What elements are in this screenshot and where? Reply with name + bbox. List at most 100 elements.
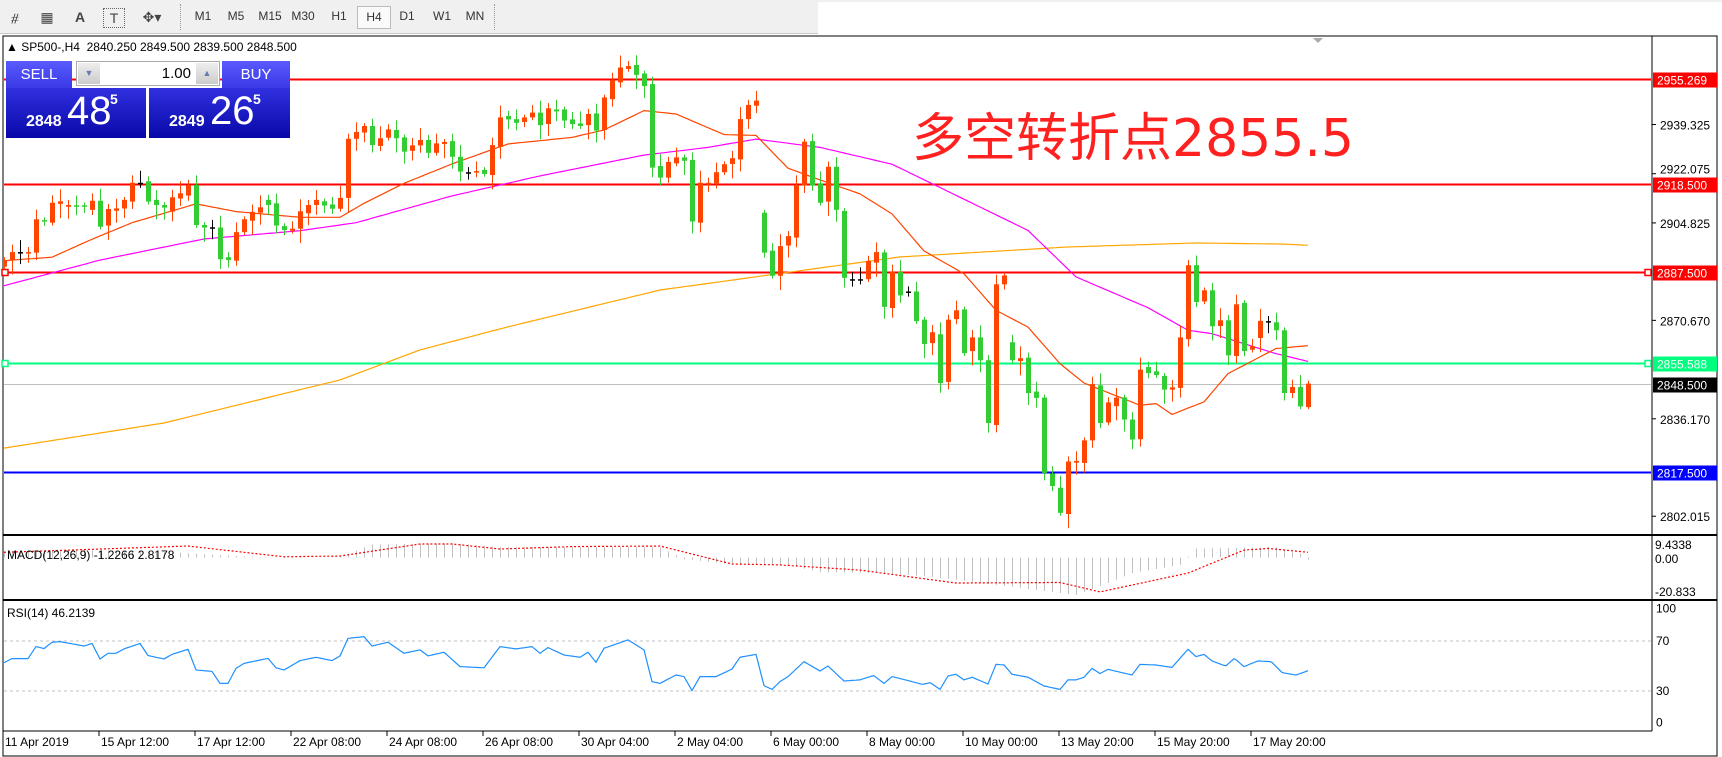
time-axis: 11 Apr 2019 15 Apr 12:00 17 Apr 12:00 22 Ap… — [2, 731, 1326, 749]
candle-body — [578, 123, 583, 126]
candle-body — [1274, 322, 1279, 331]
arrows-dropdown-icon[interactable]: ✥▾ — [142, 8, 162, 25]
candle — [674, 147, 679, 167]
timeframe-h1[interactable]: H1 — [331, 9, 347, 23]
candle-body — [962, 309, 967, 354]
candle — [738, 107, 743, 172]
candle — [1002, 272, 1007, 290]
candle — [482, 167, 487, 177]
macd-signal-line — [3, 543, 1309, 593]
candle — [234, 222, 239, 266]
buy-price-prefix: 2849 — [169, 113, 205, 130]
candle-body — [562, 109, 567, 121]
buy-button[interactable]: BUY — [222, 61, 290, 88]
candle-body — [130, 182, 135, 202]
price-axis: 2939.325 2922.075 2904.825 2870.670 2836.170… — [1652, 118, 1710, 524]
candle — [298, 199, 303, 243]
buy-price-box[interactable]: 2849 26 5 — [149, 88, 290, 138]
candle-body — [1034, 391, 1039, 398]
timeframe-mn[interactable]: MN — [465, 9, 485, 23]
lot-size-input[interactable] — [103, 62, 195, 85]
price-level-label: 2955.269 — [1657, 74, 1707, 88]
candle-body — [1154, 371, 1159, 376]
candle-body — [866, 260, 871, 280]
candle-body — [50, 202, 55, 223]
candle-body — [82, 205, 87, 207]
time-tick-label: 6 May 00:00 — [773, 735, 839, 749]
candle — [682, 154, 687, 176]
candle — [810, 133, 815, 191]
candle-body — [362, 125, 367, 133]
time-tick-label: 11 Apr 2019 — [5, 735, 69, 749]
timeframe-m30[interactable]: M30 — [291, 9, 315, 23]
candle-body — [1058, 487, 1063, 513]
candle-body — [178, 193, 183, 199]
candle-body — [4, 260, 7, 267]
candle — [378, 126, 383, 152]
text-icon[interactable]: A — [74, 9, 86, 25]
price-level-label-bg — [1653, 465, 1717, 481]
candle — [786, 230, 791, 258]
candle — [650, 76, 655, 178]
sell-price-box[interactable]: 2848 48 5 — [6, 88, 146, 138]
candle — [210, 219, 215, 240]
candle-body — [642, 73, 647, 87]
timeframe-m5[interactable]: M5 — [227, 9, 245, 23]
candle-body — [442, 141, 447, 144]
timeframe-w1[interactable]: W1 — [433, 9, 451, 23]
sell-button[interactable]: SELL — [6, 61, 72, 88]
chart-shift-marker-icon[interactable] — [1313, 38, 1323, 43]
candle — [402, 134, 407, 164]
candle-body — [1090, 384, 1095, 441]
candle-body — [58, 201, 63, 204]
candle — [1082, 437, 1087, 473]
candle — [1042, 394, 1047, 481]
candle — [202, 222, 207, 242]
timeframe-d1[interactable]: D1 — [399, 9, 415, 23]
candle — [1122, 394, 1127, 432]
rsi-label: RSI(14) 46.2139 — [7, 606, 95, 620]
timeframe-m15[interactable]: M15 — [258, 9, 282, 23]
candle — [442, 139, 447, 159]
line-handle-icon — [1644, 359, 1652, 368]
time-tick-label: 30 Apr 04:00 — [581, 735, 649, 749]
candle-body — [786, 236, 791, 246]
candle-body — [378, 138, 383, 146]
candle — [1234, 294, 1239, 364]
fibonacci-fan-grid-icon[interactable]: ▦ — [40, 8, 54, 25]
candle-body — [1290, 387, 1295, 394]
candle-body — [202, 224, 207, 228]
candle-body — [258, 207, 263, 213]
collapse-triangle-icon[interactable]: ▲ — [6, 40, 18, 54]
candle-body — [426, 139, 431, 153]
time-tick-label: 13 May 20:00 — [1061, 735, 1134, 749]
text-label-icon[interactable]: T — [103, 8, 125, 28]
candle-body — [122, 199, 127, 209]
toolbar-separator — [180, 4, 183, 30]
candle — [66, 199, 71, 219]
timeframe-m1[interactable]: M1 — [194, 9, 212, 23]
decrease-lot-button[interactable]: ▼ — [78, 63, 100, 84]
candle-body — [66, 205, 71, 207]
candle — [890, 264, 895, 318]
candle-body — [794, 185, 799, 238]
candle — [1066, 456, 1071, 529]
candle-body — [810, 141, 815, 186]
candle — [346, 133, 351, 213]
increase-lot-button[interactable]: ▲ — [196, 63, 218, 84]
time-tick-label: 26 Apr 08:00 — [485, 735, 553, 749]
price-level-label-bg — [1653, 377, 1717, 393]
candle-body — [690, 159, 695, 222]
pivot-annotation-text[interactable]: 多空转折点2855.5 — [912, 109, 1354, 169]
fibonacci-expansion-icon[interactable]: ⧣ — [11, 8, 19, 25]
time-tick-label: 10 May 00:00 — [965, 735, 1038, 749]
candle-body — [762, 212, 767, 253]
line-handle-icon — [1, 359, 9, 368]
candle — [1242, 300, 1247, 357]
candle — [410, 137, 415, 161]
timeframe-h4[interactable]: H4 — [357, 6, 391, 29]
candle-body — [514, 119, 519, 123]
candle-body — [1074, 460, 1079, 463]
